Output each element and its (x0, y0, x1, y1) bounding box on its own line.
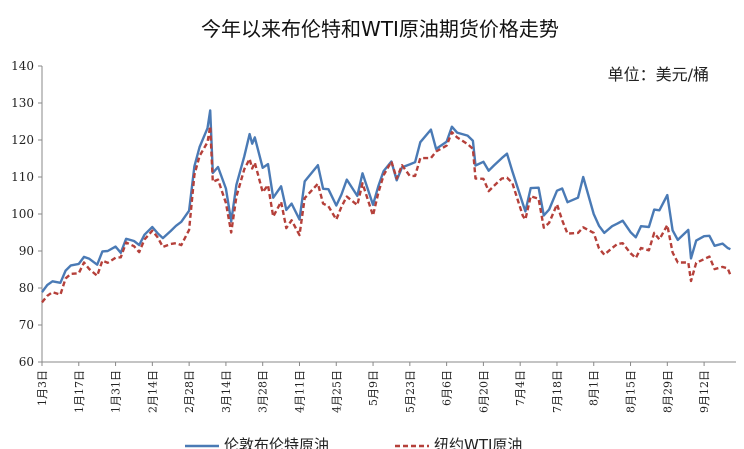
y-tick-label: 60 (19, 355, 34, 369)
series-line-brent (41, 109, 731, 293)
x-tick-label: 6月20日 (477, 370, 490, 413)
chart-title: 今年以来布伦特和WTI原油期货价格走势 (201, 17, 559, 41)
y-tick-label: 140 (11, 59, 34, 73)
x-tick-label: 8月29日 (661, 370, 674, 413)
legend-label-wti: 纽约WTI原油 (434, 436, 522, 449)
y-tick-label: 130 (11, 96, 34, 110)
x-tick-label: 7月4日 (514, 370, 527, 406)
x-tick-label: 3月14日 (220, 370, 233, 413)
x-tick-label: 2月14日 (146, 370, 159, 413)
x-tick-label: 6月6日 (441, 370, 454, 406)
x-tick-label: 4月11日 (293, 370, 306, 413)
y-tick-label: 110 (11, 170, 34, 184)
x-tick-label: 1月31日 (110, 370, 123, 413)
y-ticks: 60 70 80 90 100 110 120 130 140 (11, 59, 42, 369)
x-tick-label: 8月1日 (588, 370, 601, 406)
legend-label-brent: 伦敦布伦特原油 (224, 436, 329, 449)
x-tick-label: 8月15日 (625, 370, 638, 413)
x-tick-label: 4月25日 (330, 370, 343, 413)
y-tick-label: 100 (11, 207, 34, 221)
x-ticks: 1月3日 1月17日 1月31日 2月14日 2月28日 3月14日 3月28日 4月11日 4… (36, 362, 711, 413)
y-tick-label: 70 (19, 318, 34, 332)
series-lines (41, 109, 732, 304)
series-line-wti (41, 125, 732, 304)
y-tick-label: 80 (19, 281, 34, 295)
x-tick-label: 7月18日 (551, 370, 564, 413)
x-tick-label: 5月9日 (367, 370, 380, 406)
x-tick-label: 2月28日 (183, 370, 196, 413)
legend: 伦敦布伦特原油 纽约WTI原油 (185, 436, 522, 449)
x-tick-label: 1月3日 (36, 370, 49, 406)
x-tick-label: 1月17日 (73, 370, 86, 413)
unit-label: 单位：美元/桶 (608, 65, 709, 84)
x-tick-label: 9月12日 (698, 370, 711, 413)
y-tick-label: 120 (11, 133, 34, 147)
y-tick-label: 90 (19, 244, 34, 258)
x-tick-label: 3月28日 (257, 370, 270, 413)
x-tick-label: 5月23日 (404, 370, 417, 413)
